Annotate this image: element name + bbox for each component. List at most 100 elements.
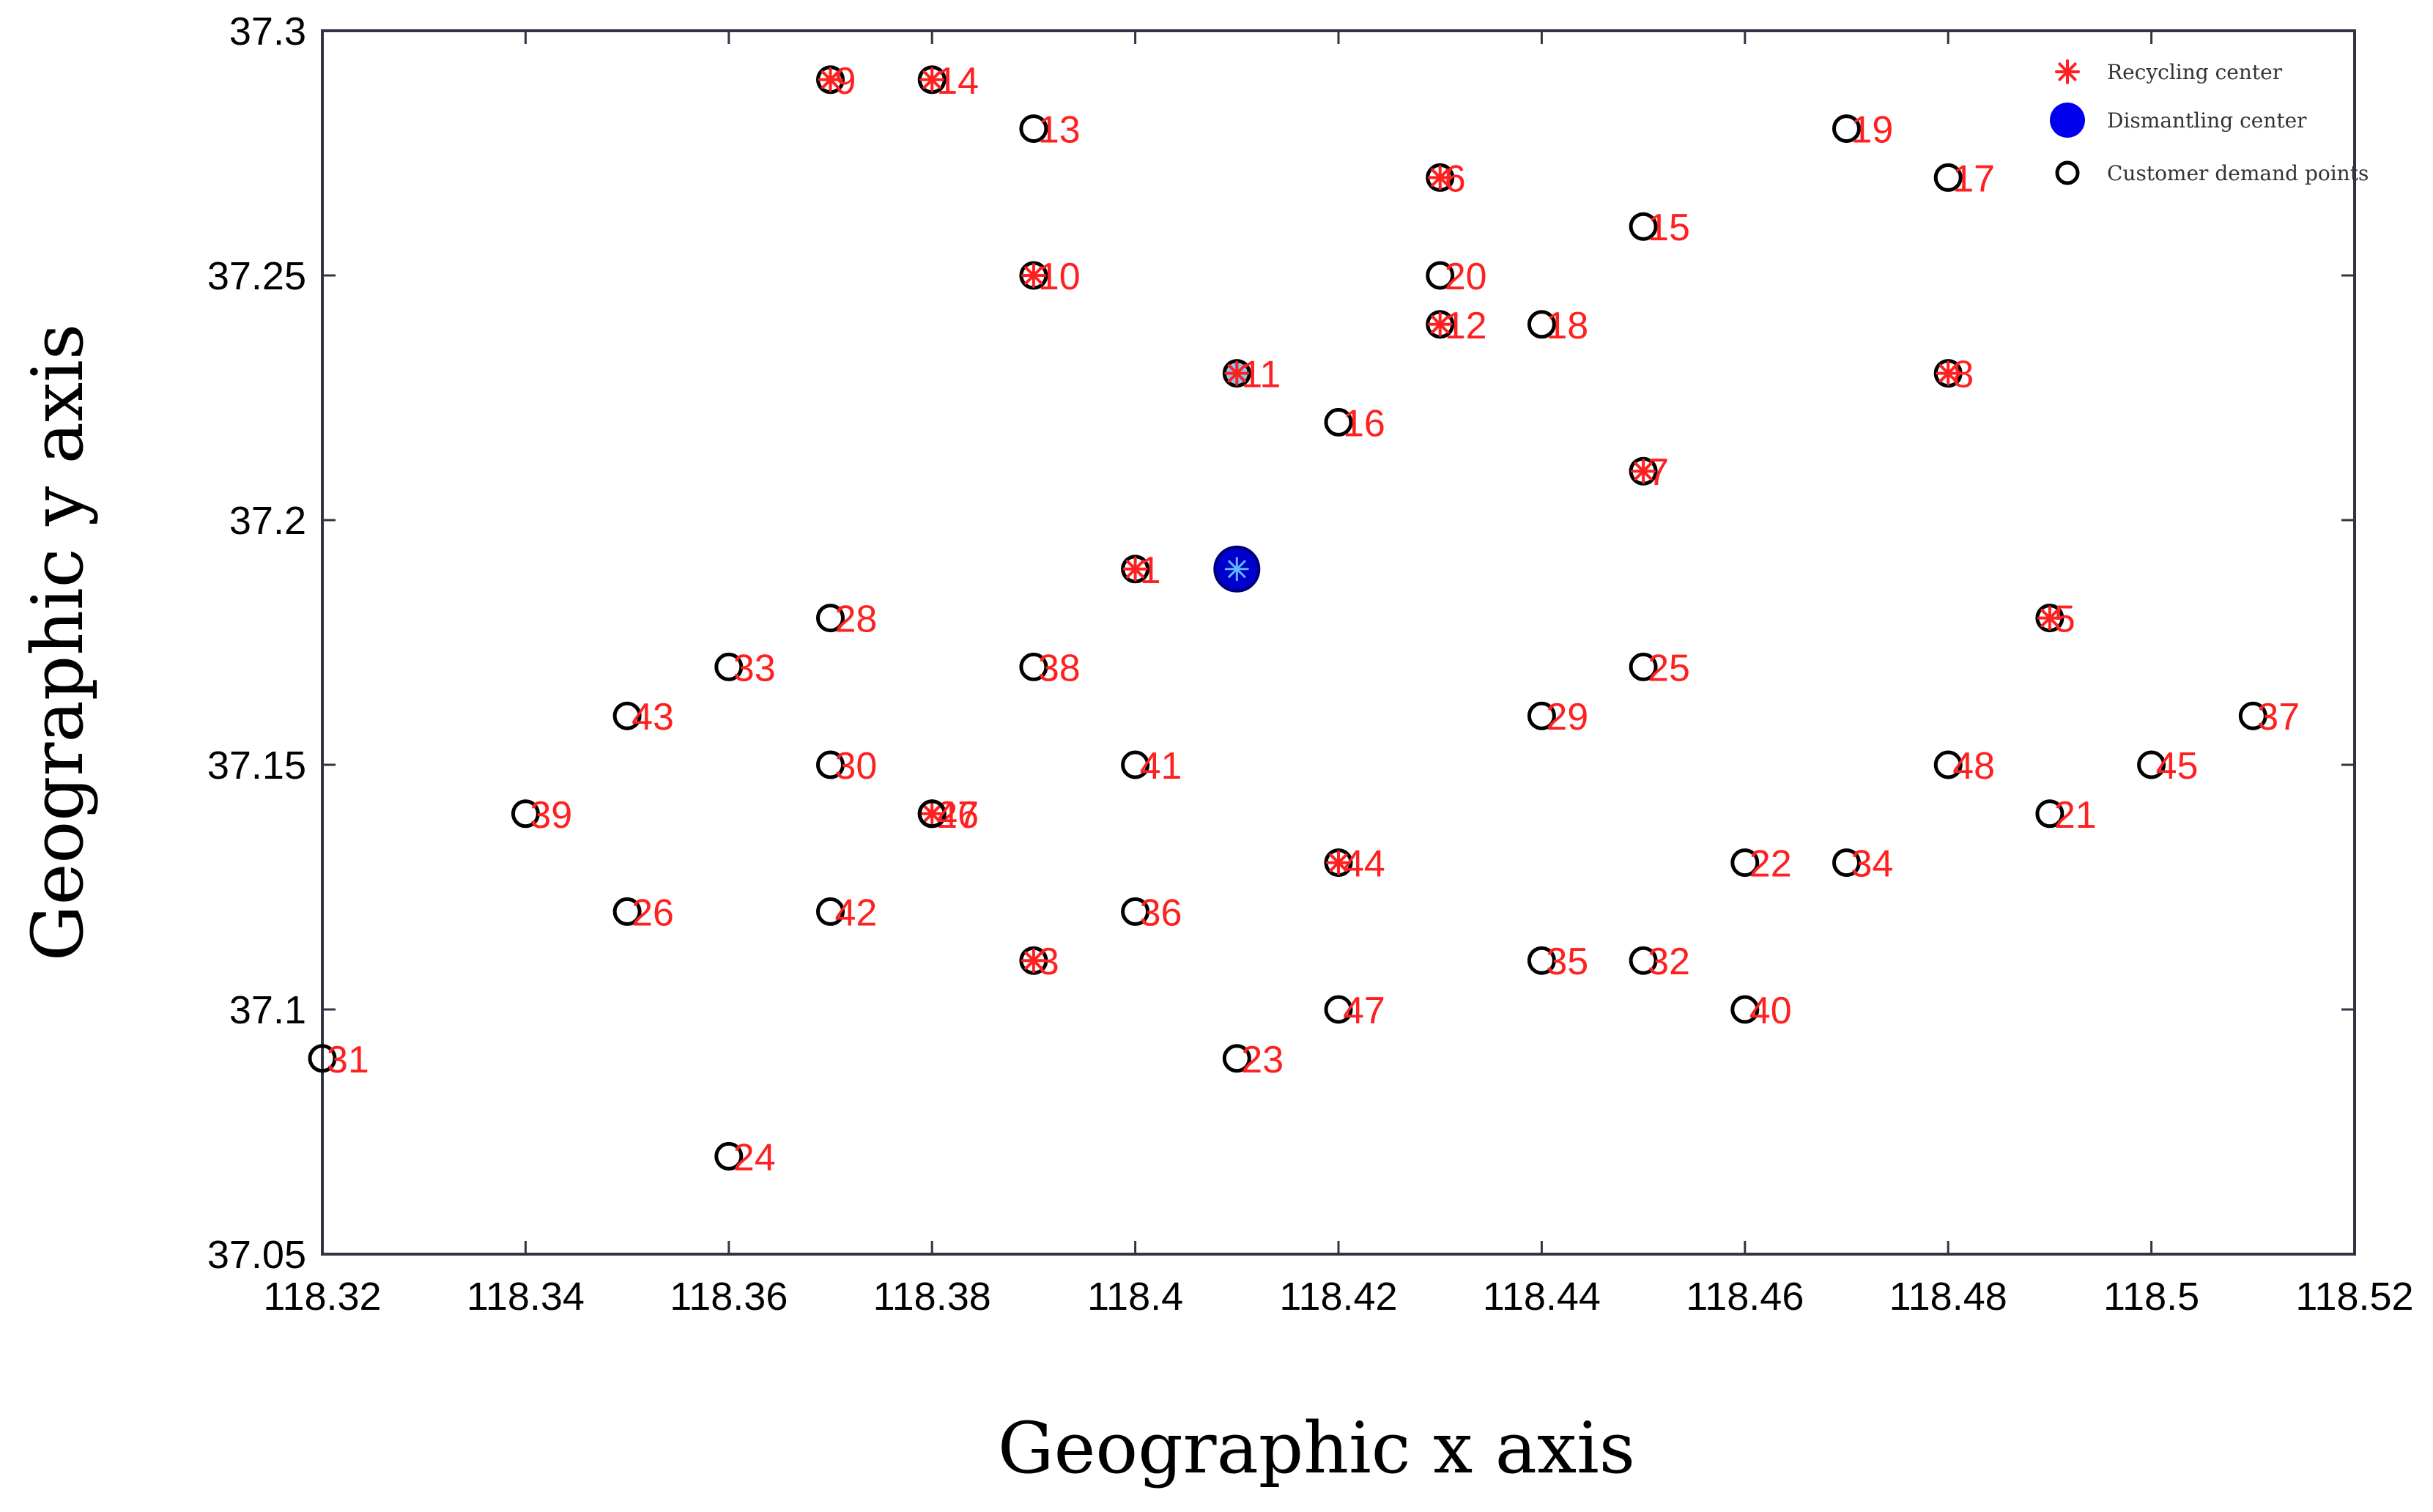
demand-point-46: 46 xyxy=(917,794,979,837)
demand-point-label: 3 xyxy=(1038,941,1059,983)
demand-point-label: 30 xyxy=(835,745,878,788)
demand-point-circle xyxy=(1629,946,1658,975)
demand-point-7: 7 xyxy=(1629,451,1669,494)
demand-point-label: 42 xyxy=(835,892,878,934)
demand-point-circle xyxy=(1933,163,1963,192)
demand-point-label: 44 xyxy=(1343,843,1385,886)
demand-point-label: 23 xyxy=(1241,1039,1284,1081)
legend: Recycling center Dismantling center Custom… xyxy=(2050,59,2369,185)
demand-point-label: 43 xyxy=(632,696,674,738)
demand-point-label: 21 xyxy=(2054,794,2097,837)
demand-point-9: 9 xyxy=(816,60,856,103)
demand-point-circle xyxy=(816,897,845,926)
demand-point-circle xyxy=(1527,310,1556,339)
demand-point-label: 41 xyxy=(1140,745,1182,788)
demand-point-label: 13 xyxy=(1038,109,1081,152)
demand-point-label: 31 xyxy=(327,1039,369,1081)
demand-point-circle xyxy=(816,604,845,633)
recycling-center-marker xyxy=(1021,948,1046,974)
demand-point-label: 32 xyxy=(1648,941,1690,983)
demand-point-label: 47 xyxy=(1343,990,1385,1032)
demand-point-circle xyxy=(1121,897,1150,926)
legend-label: Customer demand points xyxy=(2107,161,2369,185)
demand-point-8: 8 xyxy=(1933,354,1974,396)
demand-point-circle xyxy=(1324,995,1353,1024)
demand-point-label: 46 xyxy=(936,794,979,837)
demand-point-circle xyxy=(1933,750,1963,779)
recycling-center-marker xyxy=(1122,556,1148,582)
demand-point-12: 12 xyxy=(1426,305,1487,347)
demand-point-32: 32 xyxy=(1629,941,1690,983)
demand-point-39: 39 xyxy=(511,794,572,837)
demand-point-circle xyxy=(1019,114,1048,144)
demand-point-11: 11 xyxy=(1222,354,1281,396)
demand-point-13: 13 xyxy=(1019,109,1081,152)
recycling-center-marker xyxy=(919,67,945,92)
recycling-center-marker xyxy=(1427,311,1453,337)
demand-point-label: 22 xyxy=(1749,843,1792,886)
demand-point-circle xyxy=(1019,652,1048,681)
demand-point-label: 36 xyxy=(1140,892,1182,934)
demand-point-45: 45 xyxy=(2137,745,2199,788)
demand-point-14: 14 xyxy=(917,60,979,103)
y-tick-label: 37.25 xyxy=(207,254,306,298)
demand-point-label: 34 xyxy=(1851,843,1894,886)
demand-point-label: 37 xyxy=(2257,696,2300,738)
recycling-center-marker xyxy=(1326,850,1351,875)
y-tick-label: 37.2 xyxy=(229,499,306,543)
demand-point-33: 33 xyxy=(714,647,776,689)
demand-point-circle xyxy=(308,1044,337,1073)
x-tick-label: 118.34 xyxy=(467,1275,585,1319)
demand-point-circle xyxy=(2238,701,2267,730)
legend-demand-icon xyxy=(2055,160,2080,185)
demand-point-circle xyxy=(1222,1044,1251,1073)
y-tick-label: 37.1 xyxy=(229,988,306,1032)
recycling-center-marker xyxy=(2037,605,2062,631)
demand-point-6: 6 xyxy=(1426,158,1466,200)
demand-point-circle xyxy=(2035,799,2064,829)
demand-point-25: 25 xyxy=(1629,647,1690,689)
legend-label: Dismantling center xyxy=(2107,108,2307,133)
legend-dismantling-icon xyxy=(2050,103,2085,138)
demand-point-circle xyxy=(511,799,540,829)
y-tick-label: 37.15 xyxy=(207,744,306,788)
demand-point-3: 3 xyxy=(1019,941,1059,983)
demand-point-1: 1 xyxy=(1121,549,1161,592)
dismantling-center-asterisk xyxy=(1224,557,1249,582)
y-tick-label: 37.3 xyxy=(229,10,306,53)
legend-label: Recycling center xyxy=(2107,60,2283,84)
demand-point-40: 40 xyxy=(1730,990,1792,1032)
demand-point-16: 16 xyxy=(1324,402,1385,445)
demand-point-label: 33 xyxy=(733,647,776,689)
points-layer: 1356789101112131415161718192021222324252… xyxy=(308,60,2300,1179)
y-axis-title: Geographic y axis xyxy=(17,324,99,961)
demand-point-label: 18 xyxy=(1546,305,1588,347)
demand-point-36: 36 xyxy=(1121,892,1182,934)
y-axis-ticks: 37.05 37.1 37.15 37.2 37.25 37.3 xyxy=(207,10,2355,1277)
recycling-center-marker xyxy=(919,801,945,826)
demand-point-10: 10 xyxy=(1019,256,1081,298)
demand-point-label: 12 xyxy=(1445,305,1487,347)
demand-point-label: 19 xyxy=(1851,109,1894,152)
demand-point-31: 31 xyxy=(308,1039,369,1081)
demand-point-21: 21 xyxy=(2035,794,2097,837)
x-axis-title: Geographic x axis xyxy=(998,1407,1635,1489)
demand-point-15: 15 xyxy=(1629,207,1690,249)
demand-point-circle xyxy=(1730,995,1760,1024)
demand-point-label: 25 xyxy=(1648,647,1690,689)
demand-point-label: 9 xyxy=(835,60,856,103)
demand-point-20: 20 xyxy=(1426,256,1487,298)
x-tick-label: 118.48 xyxy=(1889,1275,2007,1319)
demand-point-circle xyxy=(714,1141,744,1171)
demand-point-label: 39 xyxy=(530,794,572,837)
demand-point-circle xyxy=(612,897,642,926)
demand-point-18: 18 xyxy=(1527,305,1588,347)
x-tick-label: 118.52 xyxy=(2295,1275,2413,1319)
x-axis-ticks: 118.32 118.34 118.36 118.38 118.4 118.42 118.4… xyxy=(263,31,2414,1319)
demand-point-circle xyxy=(1730,848,1760,878)
demand-point-37: 37 xyxy=(2238,696,2300,738)
demand-point-circle xyxy=(1121,750,1150,779)
demand-point-label: 48 xyxy=(1952,745,1995,788)
demand-point-label: 45 xyxy=(2156,745,2199,788)
